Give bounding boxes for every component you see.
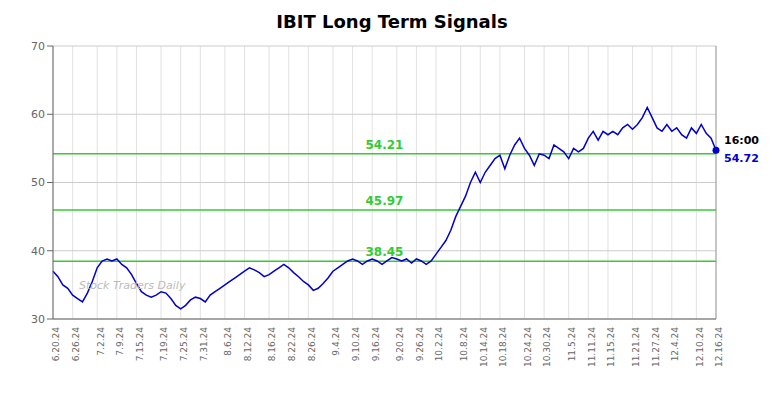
svg-text:12.10.24: 12.10.24: [695, 327, 705, 367]
svg-text:40: 40: [31, 245, 45, 258]
svg-text:16:00: 16:00: [724, 134, 759, 147]
svg-text:7.2.24: 7.2.24: [96, 327, 106, 356]
svg-text:38.45: 38.45: [366, 245, 404, 259]
svg-text:7.19.24: 7.19.24: [159, 327, 169, 362]
svg-text:12.4.24: 12.4.24: [670, 327, 680, 362]
svg-text:11.15.24: 11.15.24: [606, 327, 616, 367]
svg-text:7.9.24: 7.9.24: [115, 327, 125, 356]
svg-text:7.25.24: 7.25.24: [179, 327, 189, 362]
svg-text:8.22.24: 8.22.24: [287, 327, 297, 362]
svg-text:11.11.24: 11.11.24: [587, 327, 597, 367]
svg-text:9.26.24: 9.26.24: [415, 327, 425, 362]
svg-text:8.6.24: 8.6.24: [223, 327, 233, 356]
svg-text:7.15.24: 7.15.24: [135, 327, 145, 362]
svg-text:45.97: 45.97: [366, 194, 404, 208]
svg-text:8.26.24: 8.26.24: [307, 327, 317, 362]
svg-text:9.10.24: 9.10.24: [351, 327, 361, 362]
svg-text:10.24.24: 10.24.24: [523, 327, 533, 367]
svg-text:10.14.24: 10.14.24: [479, 327, 489, 367]
svg-text:8.16.24: 8.16.24: [267, 327, 277, 362]
svg-text:11.21.24: 11.21.24: [631, 327, 641, 367]
svg-text:10.30.24: 10.30.24: [543, 327, 553, 367]
svg-text:8.12.24: 8.12.24: [243, 327, 253, 362]
svg-text:50: 50: [31, 176, 45, 189]
html-text:IBIT Long Term Signals: IBIT Long Term Signals: [276, 11, 508, 32]
svg-text:9.4.24: 9.4.24: [331, 327, 341, 356]
svg-text:54.21: 54.21: [366, 138, 404, 152]
svg-text:9.16.24: 9.16.24: [371, 327, 381, 362]
svg-text:54.72: 54.72: [724, 152, 759, 165]
svg-text:10.8.24: 10.8.24: [459, 327, 469, 362]
svg-text:11.27.24: 11.27.24: [651, 327, 661, 367]
svg-text:11.5.24: 11.5.24: [567, 327, 577, 362]
svg-text:9.20.24: 9.20.24: [395, 327, 405, 362]
svg-text:12.16.24: 12.16.24: [714, 327, 724, 367]
html-text:Stock Traders Daily: Stock Traders Daily: [79, 279, 186, 292]
svg-text:10.18.24: 10.18.24: [498, 327, 508, 367]
svg-text:6.20.24: 6.20.24: [51, 327, 61, 362]
svg-text:10.2.24: 10.2.24: [434, 327, 444, 362]
svg-text:70: 70: [31, 40, 45, 53]
svg-text:7.31.24: 7.31.24: [199, 327, 209, 362]
svg-text:30: 30: [31, 313, 45, 326]
svg-text:6.26.24: 6.26.24: [71, 327, 81, 362]
svg-text:60: 60: [31, 108, 45, 121]
